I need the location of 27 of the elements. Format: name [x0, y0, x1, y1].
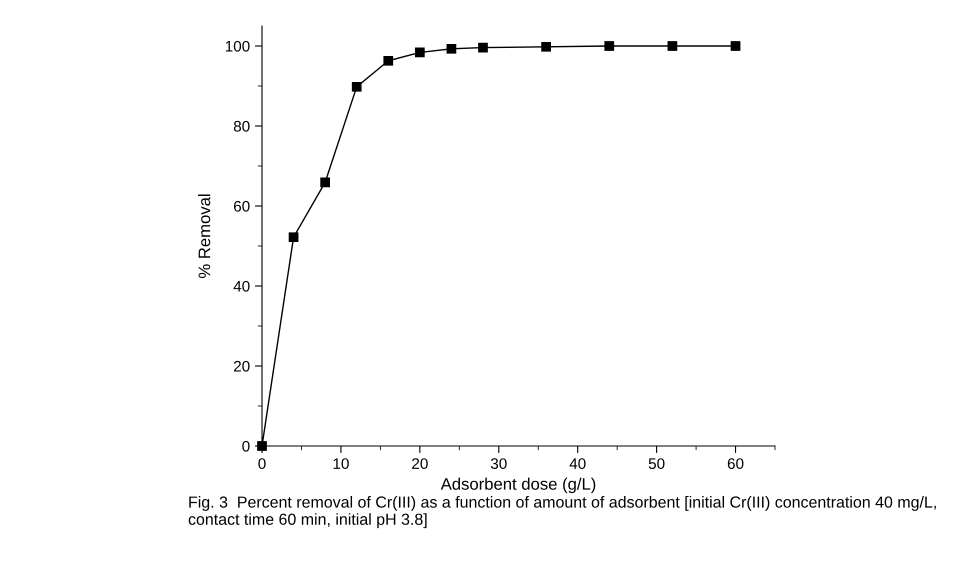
point	[446, 44, 456, 54]
point	[352, 82, 362, 92]
x-tick-label: 0	[258, 458, 266, 470]
point	[478, 42, 488, 52]
x-tick-label: 40	[570, 458, 586, 470]
point	[320, 178, 330, 188]
x-axis-title: Adsorbent dose (g/L)	[440, 478, 596, 494]
point	[668, 41, 678, 51]
point	[730, 41, 740, 51]
point	[383, 56, 394, 66]
y-tick-label: 40	[234, 280, 250, 292]
y-tick-label: 100	[226, 40, 250, 52]
y-axis-title: % Removal	[198, 194, 210, 278]
point	[414, 48, 425, 58]
y-tick-label: 0	[242, 440, 250, 452]
x-tick-label: 20	[412, 458, 428, 470]
x-tick-label: 50	[648, 458, 665, 470]
y-tick-label: 80	[234, 120, 250, 132]
x-tick-label: 60	[728, 458, 744, 470]
y-tick-label: 60	[234, 200, 250, 212]
y-tick-label: 20	[234, 360, 250, 372]
point	[604, 41, 614, 51]
x-tick-label: 10	[334, 458, 349, 470]
caption: Fig. 3 Percent removal of Cr(III) as a function of amount of adsorbent [initial Cr(III) concentration 40 mg/L, contact time 60 min, initial pH 3.8]	[188, 496, 936, 528]
point	[288, 232, 298, 242]
x-tick-label: 30	[490, 458, 507, 470]
point	[541, 42, 551, 52]
